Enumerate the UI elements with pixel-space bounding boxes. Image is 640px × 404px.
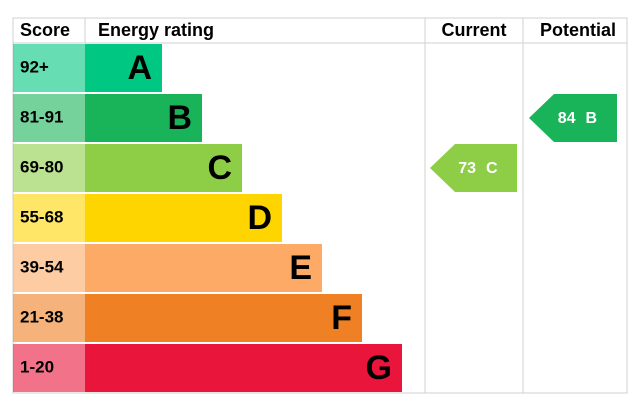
rating-bar: [85, 194, 282, 242]
score-label: 55-68: [20, 207, 63, 226]
score-cell: [13, 44, 85, 92]
score-cell: [13, 194, 85, 242]
current-arrow: [430, 144, 517, 192]
score-cell: [13, 94, 85, 142]
score-cell: [13, 244, 85, 292]
rating-letter: E: [289, 249, 312, 287]
score-cell: [13, 344, 85, 392]
rating-letter: F: [331, 299, 352, 337]
header-score: Score: [20, 20, 70, 40]
score-label: 21-38: [20, 307, 63, 326]
score-label: 92+: [20, 57, 49, 76]
rating-letter: B: [167, 99, 192, 137]
rating-bar: [85, 144, 242, 192]
rating-bar: [85, 244, 322, 292]
rating-bar: [85, 294, 362, 342]
score-cell: [13, 294, 85, 342]
score-label: 69-80: [20, 157, 63, 176]
rating-letter: A: [127, 49, 152, 87]
rating-bar: [85, 94, 202, 142]
header-rating: Energy rating: [98, 20, 214, 40]
rating-letter: G: [366, 349, 392, 387]
rating-bar: [85, 44, 162, 92]
score-label: 39-54: [20, 257, 64, 276]
score-cell: [13, 144, 85, 192]
potential-arrow: [529, 94, 617, 142]
rating-bar: [85, 344, 402, 392]
score-label: 1-20: [20, 357, 54, 376]
score-label: 81-91: [20, 107, 63, 126]
rating-letter: D: [247, 199, 272, 237]
header-current: Current: [441, 20, 506, 40]
potential-score: 84: [558, 110, 576, 127]
header-potential: Potential: [540, 20, 616, 40]
current-score: 73: [458, 160, 476, 177]
rating-letter: C: [207, 149, 232, 187]
current-rating: C: [486, 160, 498, 177]
potential-rating: B: [586, 110, 598, 127]
